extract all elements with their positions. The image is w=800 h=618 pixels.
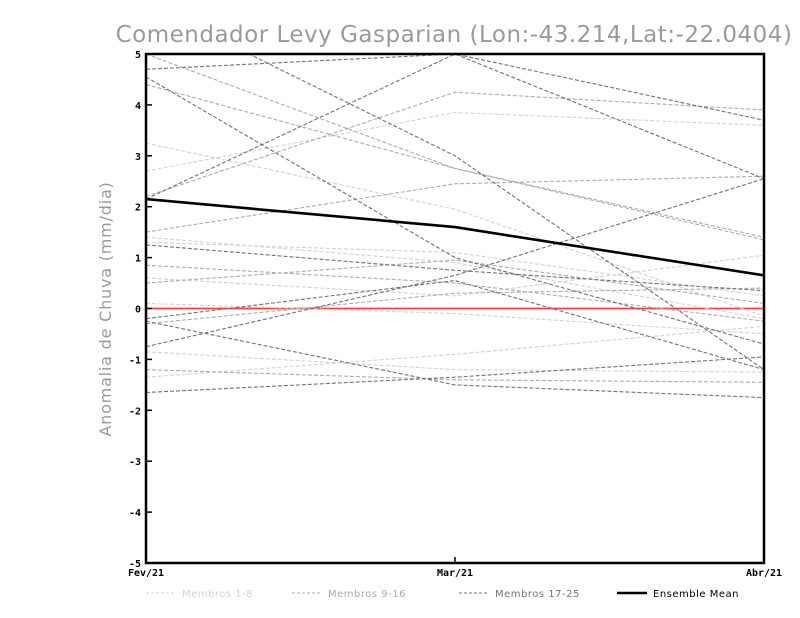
member-line-8 [146, 236, 764, 320]
member-line-23 [146, 356, 764, 394]
member-line-19 [146, 54, 764, 200]
y-tick-label: -5 [129, 559, 141, 570]
member-line-6 [146, 351, 764, 373]
member-line-18 [146, 76, 764, 345]
member-line-22 [146, 279, 764, 371]
x-axis-ticks: Fev/21 Mar/21 Abr/21 [128, 557, 782, 579]
y-tick-label: 3 [135, 152, 141, 163]
y-tick-label: 5 [135, 50, 141, 61]
legend-label: Ensemble Mean [653, 589, 739, 600]
y-tick-label: -3 [129, 457, 141, 468]
member-line-9 [146, 83, 764, 238]
y-tick-label: 1 [135, 254, 141, 265]
ensemble-mean-line [146, 197, 764, 277]
member-line-21 [146, 178, 764, 348]
y-axis-label: Anomalia de Chuva (mm/dia) [96, 181, 115, 436]
member-line-2 [146, 111, 764, 172]
member-line-5 [146, 302, 764, 335]
member-line-12 [146, 175, 764, 233]
x-tick-label: Mar/21 [437, 568, 473, 579]
y-tick-label: 4 [135, 101, 141, 112]
legend-label: Membros 9-16 [328, 589, 406, 600]
member-line-4 [146, 254, 764, 297]
series-layer [146, 54, 764, 399]
member-line-15 [146, 287, 764, 325]
member-line-1 [146, 142, 764, 317]
member-line-11 [146, 54, 764, 241]
member-line-14 [146, 369, 764, 383]
member-line-10 [146, 91, 764, 198]
y-tick-label: -4 [129, 508, 141, 519]
x-tick-label: Fev/21 [128, 568, 164, 579]
member-line-3 [146, 241, 764, 297]
member-line-24 [146, 320, 764, 399]
y-axis-ticks: -5 -4 -3 -2 -1 0 1 2 3 4 5 [129, 50, 152, 570]
member-line-16 [146, 259, 764, 304]
x-tick-label: Abr/21 [746, 568, 782, 579]
chart-title: Comendador Levy Gasparian (Lon:-43.214,L… [116, 22, 793, 48]
member-line-20 [146, 244, 764, 292]
y-tick-label: -2 [129, 406, 141, 417]
mean-layer [146, 197, 764, 277]
legend-label: Membros 1-8 [182, 589, 253, 600]
legend: Membros 1-8 Membros 9-16 Membros 17-25 Ense… [146, 589, 739, 600]
legend-label: Membros 17-25 [495, 589, 580, 600]
member-line-17 [146, 54, 764, 121]
y-tick-label: 0 [135, 305, 141, 316]
y-tick-label: -1 [129, 355, 141, 366]
member-line-7 [146, 325, 764, 378]
y-tick-label: 2 [135, 203, 141, 214]
member-line-13 [146, 264, 764, 322]
